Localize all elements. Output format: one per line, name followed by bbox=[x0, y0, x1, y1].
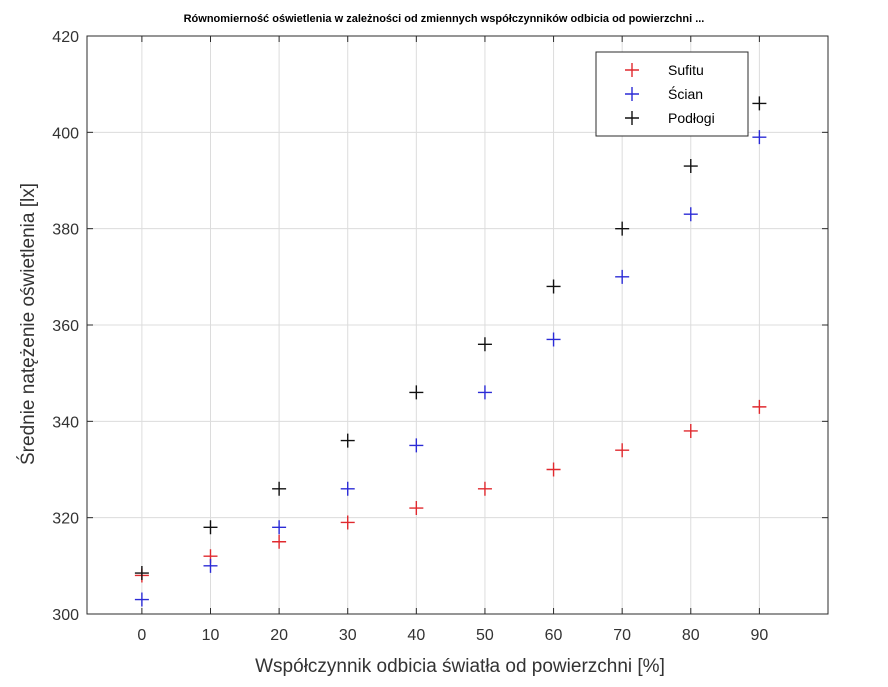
data-point bbox=[272, 520, 287, 535]
data-point bbox=[409, 501, 424, 516]
x-axis-label: Współczynnik odbicia światła od powierzc… bbox=[255, 656, 665, 677]
y-tick-label: 300 bbox=[52, 607, 79, 624]
y-tick-label: 380 bbox=[52, 222, 79, 239]
legend-marker bbox=[625, 111, 639, 125]
legend-label: Podłogi bbox=[668, 110, 715, 126]
legend-label: Ścian bbox=[668, 85, 703, 102]
data-point bbox=[340, 515, 355, 530]
y-tick-label: 340 bbox=[52, 414, 79, 431]
x-tick-label: 10 bbox=[202, 627, 220, 644]
data-points bbox=[134, 96, 767, 607]
data-point bbox=[752, 96, 767, 111]
data-point bbox=[203, 558, 218, 573]
data-point bbox=[272, 481, 287, 496]
data-point bbox=[272, 534, 287, 549]
data-point bbox=[546, 279, 561, 294]
data-point bbox=[615, 221, 630, 236]
data-point bbox=[203, 520, 218, 535]
data-point bbox=[683, 423, 698, 438]
chart-title: Równomierność oświetlenia w zależności o… bbox=[184, 13, 705, 25]
axis-ticks: 0 10 20 30 40 50 60 70 80 90 300 320 340 360 380 400 420 bbox=[52, 29, 828, 644]
x-tick-label: 50 bbox=[476, 627, 494, 644]
x-tick-label: 90 bbox=[750, 627, 768, 644]
data-point bbox=[752, 130, 767, 145]
data-point bbox=[546, 332, 561, 347]
legend-marker bbox=[625, 63, 639, 77]
y-tick-label: 360 bbox=[52, 318, 79, 335]
data-point bbox=[477, 385, 492, 400]
x-tick-label: 80 bbox=[682, 627, 700, 644]
data-point bbox=[409, 438, 424, 453]
x-tick-label: 0 bbox=[137, 627, 146, 644]
y-axis-label: Średnie natężenie oświetlenia [lx] bbox=[17, 183, 39, 465]
data-point bbox=[340, 433, 355, 448]
data-point bbox=[546, 462, 561, 477]
legend-marker bbox=[625, 87, 639, 101]
data-point bbox=[134, 592, 149, 607]
data-point bbox=[683, 207, 698, 222]
x-tick-label: 60 bbox=[545, 627, 563, 644]
data-point bbox=[409, 385, 424, 400]
series-3 bbox=[134, 96, 767, 581]
data-point bbox=[752, 399, 767, 414]
series-2 bbox=[134, 130, 767, 607]
data-point bbox=[477, 481, 492, 496]
series-1 bbox=[134, 399, 767, 583]
legend: Sufitu Ścian Podłogi bbox=[595, 51, 749, 137]
legend-box bbox=[595, 51, 749, 137]
y-tick-label: 400 bbox=[52, 125, 79, 142]
x-tick-label: 70 bbox=[613, 627, 631, 644]
y-tick-label: 420 bbox=[52, 29, 79, 46]
y-tick-label: 320 bbox=[52, 511, 79, 528]
data-point bbox=[615, 269, 630, 284]
data-point bbox=[683, 159, 698, 174]
data-point bbox=[615, 443, 630, 458]
x-tick-label: 40 bbox=[407, 627, 425, 644]
x-tick-label: 30 bbox=[339, 627, 357, 644]
data-point bbox=[477, 337, 492, 352]
data-point bbox=[134, 566, 149, 581]
data-point bbox=[340, 481, 355, 496]
legend-label: Sufitu bbox=[668, 62, 704, 78]
x-tick-label: 20 bbox=[270, 627, 288, 644]
